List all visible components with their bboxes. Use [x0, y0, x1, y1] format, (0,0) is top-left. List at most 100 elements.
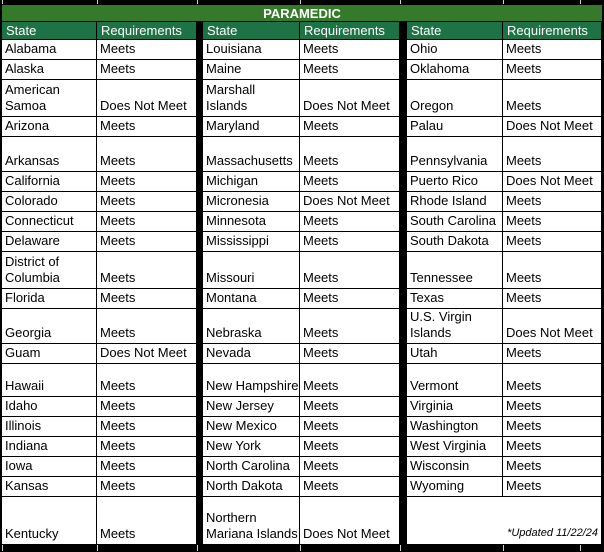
requirements-cell[interactable]: Meets: [503, 252, 602, 289]
state-cell[interactable]: Pennsylvania: [407, 137, 503, 172]
requirements-cell[interactable]: Meets: [503, 457, 602, 477]
requirements-cell[interactable]: Meets: [503, 344, 602, 364]
requirements-cell[interactable]: Meets: [300, 172, 400, 192]
requirements-cell[interactable]: Meets: [300, 60, 400, 80]
state-cell[interactable]: U.S. Virgin Islands: [407, 309, 503, 344]
state-cell[interactable]: Illinois: [2, 417, 97, 437]
requirements-cell[interactable]: Meets: [97, 417, 197, 437]
requirements-cell[interactable]: Does Not Meet: [503, 172, 602, 192]
requirements-cell[interactable]: Does Not Meet: [97, 344, 197, 364]
column-header-requirements[interactable]: Requirements: [97, 22, 197, 40]
updated-note[interactable]: *Updated 11/22/24: [407, 497, 602, 545]
requirements-cell[interactable]: Meets: [97, 397, 197, 417]
requirements-cell[interactable]: Meets: [503, 417, 602, 437]
requirements-cell[interactable]: Meets: [503, 80, 602, 117]
state-cell[interactable]: Wisconsin: [407, 457, 503, 477]
column-header-state[interactable]: State: [2, 22, 97, 40]
requirements-cell[interactable]: Meets: [97, 252, 197, 289]
state-cell[interactable]: Missouri: [203, 252, 300, 289]
requirements-cell[interactable]: Meets: [503, 437, 602, 457]
state-cell[interactable]: Maine: [203, 60, 300, 80]
requirements-cell[interactable]: Meets: [97, 477, 197, 497]
state-cell[interactable]: North Carolina: [203, 457, 300, 477]
state-cell[interactable]: Utah: [407, 344, 503, 364]
requirements-cell[interactable]: Meets: [97, 497, 197, 545]
state-cell[interactable]: Nebraska: [203, 309, 300, 344]
requirements-cell[interactable]: Meets: [503, 232, 602, 252]
state-cell[interactable]: Mississippi: [203, 232, 300, 252]
requirements-cell[interactable]: Does Not Meet: [503, 309, 602, 344]
requirements-cell[interactable]: Meets: [300, 344, 400, 364]
state-cell[interactable]: Wyoming: [407, 477, 503, 497]
requirements-cell[interactable]: Meets: [97, 192, 197, 212]
requirements-cell[interactable]: Meets: [300, 40, 400, 60]
state-cell[interactable]: Arkansas: [2, 137, 97, 172]
state-cell[interactable]: Oregon: [407, 80, 503, 117]
requirements-cell[interactable]: Meets: [97, 364, 197, 397]
state-cell[interactable]: Arizona: [2, 117, 97, 137]
state-cell[interactable]: Micronesia: [203, 192, 300, 212]
requirements-cell[interactable]: Meets: [300, 289, 400, 309]
state-cell[interactable]: Texas: [407, 289, 503, 309]
state-cell[interactable]: Connecticut: [2, 212, 97, 232]
requirements-cell[interactable]: Meets: [97, 60, 197, 80]
state-cell[interactable]: Rhode Island: [407, 192, 503, 212]
state-cell[interactable]: Montana: [203, 289, 300, 309]
state-cell[interactable]: New Mexico: [203, 417, 300, 437]
state-cell[interactable]: South Carolina: [407, 212, 503, 232]
requirements-cell[interactable]: Does Not Meet: [300, 192, 400, 212]
state-cell[interactable]: Kentucky: [2, 497, 97, 545]
state-cell[interactable]: Virginia: [407, 397, 503, 417]
requirements-cell[interactable]: Meets: [97, 309, 197, 344]
state-cell[interactable]: South Dakota: [407, 232, 503, 252]
requirements-cell[interactable]: Does Not Meet: [503, 117, 602, 137]
requirements-cell[interactable]: Meets: [97, 232, 197, 252]
state-cell[interactable]: Puerto Rico: [407, 172, 503, 192]
requirements-cell[interactable]: Meets: [503, 364, 602, 397]
state-cell[interactable]: Alabama: [2, 40, 97, 60]
requirements-cell[interactable]: Meets: [97, 437, 197, 457]
state-cell[interactable]: American Samoa: [2, 80, 97, 117]
state-cell[interactable]: Washington: [407, 417, 503, 437]
state-cell[interactable]: Alaska: [2, 60, 97, 80]
requirements-cell[interactable]: Meets: [300, 364, 400, 397]
state-cell[interactable]: Minnesota: [203, 212, 300, 232]
state-cell[interactable]: Massachusetts: [203, 137, 300, 172]
state-cell[interactable]: California: [2, 172, 97, 192]
requirements-cell[interactable]: Meets: [97, 117, 197, 137]
requirements-cell[interactable]: Meets: [300, 417, 400, 437]
requirements-cell[interactable]: Meets: [503, 40, 602, 60]
state-cell[interactable]: Northern Mariana Islands: [203, 497, 300, 545]
requirements-cell[interactable]: Meets: [300, 117, 400, 137]
state-cell[interactable]: Michigan: [203, 172, 300, 192]
requirements-cell[interactable]: Meets: [300, 212, 400, 232]
state-cell[interactable]: Ohio: [407, 40, 503, 60]
requirements-cell[interactable]: Meets: [97, 40, 197, 60]
requirements-cell[interactable]: Meets: [300, 437, 400, 457]
requirements-cell[interactable]: Meets: [300, 137, 400, 172]
state-cell[interactable]: Vermont: [407, 364, 503, 397]
requirements-cell[interactable]: Meets: [300, 477, 400, 497]
state-cell[interactable]: New York: [203, 437, 300, 457]
requirements-cell[interactable]: Meets: [503, 60, 602, 80]
state-cell[interactable]: Colorado: [2, 192, 97, 212]
state-cell[interactable]: Florida: [2, 289, 97, 309]
requirements-cell[interactable]: Meets: [300, 309, 400, 344]
requirements-cell[interactable]: Meets: [300, 397, 400, 417]
state-cell[interactable]: West Virginia: [407, 437, 503, 457]
requirements-cell[interactable]: Meets: [503, 137, 602, 172]
state-cell[interactable]: Maryland: [203, 117, 300, 137]
column-header-requirements[interactable]: Requirements: [503, 22, 602, 40]
requirements-cell[interactable]: Meets: [97, 457, 197, 477]
state-cell[interactable]: New Hampshire: [203, 364, 300, 397]
state-cell[interactable]: Tennessee: [407, 252, 503, 289]
state-cell[interactable]: Kansas: [2, 477, 97, 497]
requirements-cell[interactable]: Meets: [97, 137, 197, 172]
requirements-cell[interactable]: Meets: [97, 172, 197, 192]
state-cell[interactable]: Palau: [407, 117, 503, 137]
state-cell[interactable]: Nevada: [203, 344, 300, 364]
requirements-cell[interactable]: Does Not Meet: [97, 80, 197, 117]
state-cell[interactable]: District of Columbia: [2, 252, 97, 289]
requirements-cell[interactable]: Meets: [300, 232, 400, 252]
requirements-cell[interactable]: Does Not Meet: [300, 80, 400, 117]
